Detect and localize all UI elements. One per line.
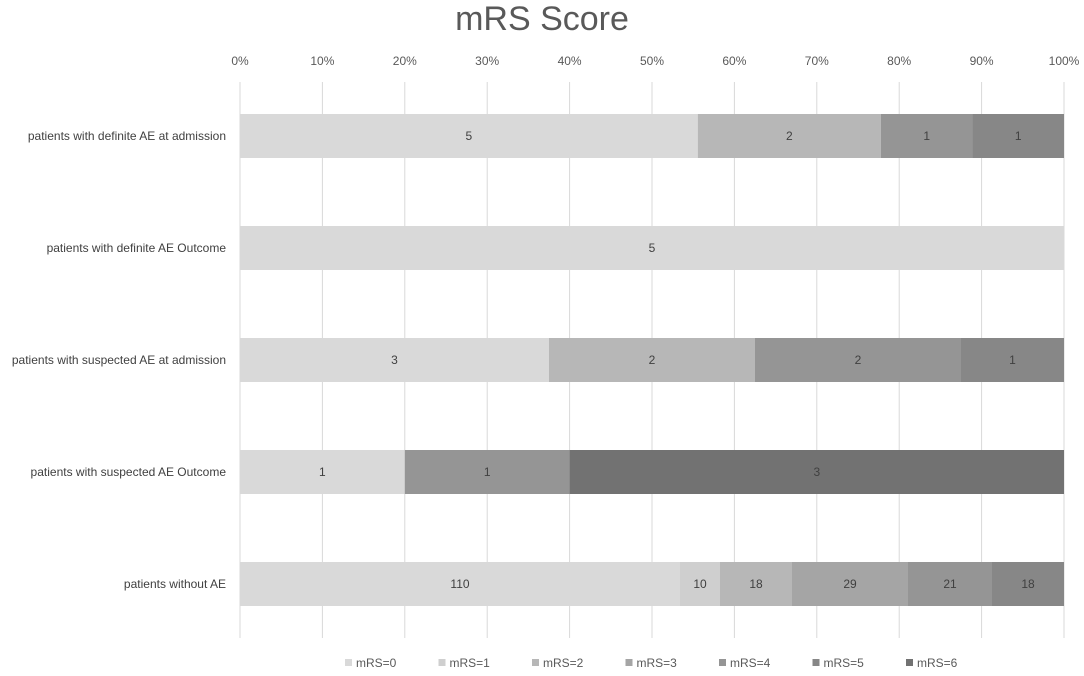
data-label: 1 [484, 465, 491, 479]
bar-segment [680, 562, 720, 606]
data-label: 18 [749, 577, 763, 591]
chart-title: mRS Score [455, 0, 629, 38]
data-label: 1 [1015, 129, 1022, 143]
bar-segment [240, 450, 405, 494]
bar-segment [549, 338, 755, 382]
data-label: 2 [855, 353, 862, 367]
category-label: patients with definite AE at admission [28, 129, 226, 143]
data-label: 1 [1009, 353, 1016, 367]
bar-segment [240, 562, 680, 606]
bar-segment [697, 114, 881, 158]
x-tick-label: 80% [887, 54, 911, 68]
data-label: 5 [649, 241, 656, 255]
category-label: patients with suspected AE Outcome [31, 465, 227, 479]
bar-segment [792, 562, 908, 606]
x-tick-label: 40% [558, 54, 582, 68]
legend-swatch [812, 659, 820, 666]
x-tick-label: 70% [805, 54, 829, 68]
x-tick-label: 60% [722, 54, 746, 68]
category-label: patients with suspected AE at admission [12, 353, 226, 367]
legend-label: mRS=5 [824, 656, 865, 670]
x-axis-ticks: 0% 10% 20% 30% 40% 50% 60% 70% 80% 90% 100% [231, 54, 1079, 68]
legend-label: mRS=2 [543, 656, 584, 670]
bar-segment [992, 562, 1064, 606]
bar-segment [240, 226, 1064, 270]
legend-label: mRS=3 [637, 656, 678, 670]
category-label: patients with definite AE Outcome [47, 241, 227, 255]
bar-segment [240, 114, 698, 158]
x-tick-label: 100% [1049, 54, 1080, 68]
data-label: 2 [649, 353, 656, 367]
data-label: 21 [943, 577, 957, 591]
data-label: 10 [693, 577, 707, 591]
data-label: 5 [466, 129, 473, 143]
bar-segment [961, 338, 1064, 382]
category-label: patients without AE [124, 577, 226, 591]
data-label: 3 [813, 465, 820, 479]
x-tick-label: 30% [475, 54, 499, 68]
legend-label: mRS=6 [917, 656, 958, 670]
data-label: 1 [923, 129, 930, 143]
x-tick-label: 10% [310, 54, 334, 68]
data-label: 29 [843, 577, 857, 591]
legend-label: mRS=0 [356, 656, 397, 670]
legend-label: mRS=4 [730, 656, 771, 670]
legend-swatch [532, 659, 539, 666]
bar-segment [569, 450, 1064, 494]
x-tick-label: 0% [231, 54, 249, 68]
legend-swatch [438, 659, 446, 666]
legend: mRS=0 mRS=1 mRS=2 mRS=3 mRS=4 mRS=5 mRS=6 [345, 656, 958, 670]
legend-swatch [906, 659, 913, 666]
bar-segment [755, 338, 961, 382]
data-label: 3 [391, 353, 398, 367]
data-label: 110 [450, 577, 469, 591]
x-tick-label: 50% [640, 54, 664, 68]
bar-segment [972, 114, 1064, 158]
legend-swatch [719, 659, 726, 666]
category-labels: patients with definite AE at admission pa… [12, 129, 226, 591]
x-tick-label: 20% [393, 54, 417, 68]
data-label: 1 [319, 465, 326, 479]
bar-segment [404, 450, 570, 494]
bar-segment [240, 338, 549, 382]
bar-segment [880, 114, 973, 158]
x-tick-label: 90% [970, 54, 994, 68]
legend-swatch [345, 659, 352, 666]
data-label: 18 [1021, 577, 1035, 591]
legend-swatch [625, 659, 633, 666]
bar-segment [908, 562, 992, 606]
bar-segment [720, 562, 792, 606]
legend-label: mRS=1 [450, 656, 491, 670]
data-label: 2 [786, 129, 793, 143]
